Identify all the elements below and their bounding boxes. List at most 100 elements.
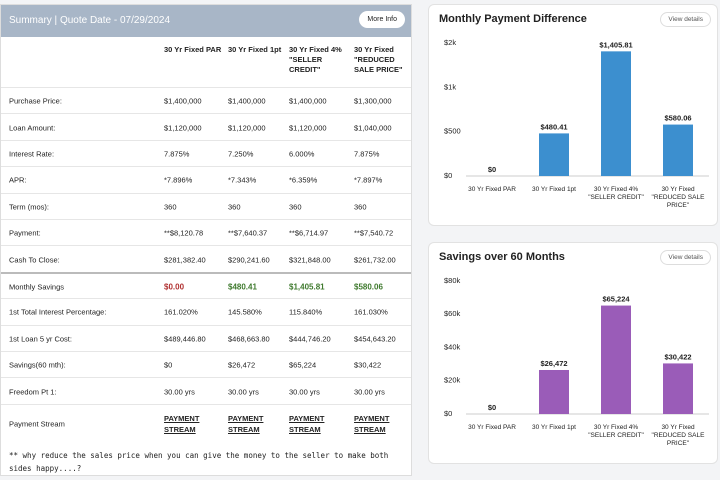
cell: $468,663.80 <box>228 334 270 344</box>
table-row: Term (mos): 360 360 360 360 <box>1 192 411 220</box>
cell: $1,400,000 <box>164 96 202 106</box>
cell: $1,400,000 <box>228 96 266 106</box>
y-tick-label: $60k <box>444 309 461 318</box>
x-tick-label: 30 Yr Fixed 4% "SELLER CREDIT" <box>588 186 644 201</box>
row-label: Savings(60 mth): <box>9 360 66 370</box>
cell: $1,120,000 <box>289 123 327 133</box>
row-label: Payment: <box>9 228 41 238</box>
row-label: Purchase Price: <box>9 96 62 106</box>
cell: 30.00 yrs <box>164 387 195 397</box>
cell: 6.000% <box>289 149 315 159</box>
view-details-button[interactable]: View details <box>660 12 711 27</box>
cell: 161.030% <box>354 307 388 317</box>
cell: $580.06 <box>354 282 383 292</box>
chart: $0 $500 $1k $2k $0 $480.41 $1,405.81 $580.06 <box>444 38 709 180</box>
bar <box>663 124 693 176</box>
cell: $321,848.00 <box>289 255 331 265</box>
chart-card: $0 $500 $1k $2k $0 $480.41 $1,405.81 $580.06 Mo… <box>428 4 718 226</box>
cell: *7.897% <box>354 175 383 185</box>
cell: $444,746.20 <box>289 334 331 344</box>
row-label: Term (mos): <box>9 202 49 212</box>
table-row: 1st Total Interest Percentage: 161.020% 14… <box>1 298 411 325</box>
cell: $30,422 <box>354 360 382 370</box>
value-label: $580.06 <box>664 114 691 123</box>
value-label: $480.41 <box>540 122 567 131</box>
cell: **$7,540.72 <box>354 228 394 238</box>
row-label: APR: <box>9 175 27 185</box>
cell: $489,446.80 <box>164 334 206 344</box>
bar <box>663 363 693 414</box>
cell: *7.343% <box>228 175 257 185</box>
cell: *6.359% <box>289 175 318 185</box>
payment-stream-link[interactable]: PAYMENT STREAM <box>164 413 200 434</box>
cell: $26,472 <box>228 360 256 370</box>
row-label: Interest Rate: <box>9 149 55 159</box>
y-tick-label: $0 <box>444 171 452 180</box>
x-tick-label: 30 Yr Fixed 4% "SELLER CREDIT" <box>588 424 644 439</box>
cell: $480.41 <box>228 282 257 292</box>
cell: 7.875% <box>354 149 380 159</box>
chart-card: $0 $20k $40k $60k $80k $0 $26,472 $65,224 $30,42… <box>428 242 718 464</box>
cell: 161.020% <box>164 307 198 317</box>
row-label: 1st Loan 5 yr Cost: <box>9 334 72 344</box>
bar <box>601 51 631 176</box>
chart: $0 $20k $40k $60k $80k $0 $26,472 $65,224 $30,42… <box>444 276 709 418</box>
note: ** why reduce the sales price when you c… <box>9 451 389 473</box>
cell: $1,400,000 <box>289 96 327 106</box>
cell: $281,382.40 <box>164 255 206 265</box>
value-label: $0 <box>488 165 496 174</box>
view-details-button[interactable]: View details <box>660 250 711 265</box>
y-tick-label: $2k <box>444 38 456 47</box>
y-tick-label: $20k <box>444 376 461 385</box>
table-row: Freedom Pt 1: 30.00 yrs 30.00 yrs 30.00 yrs… <box>1 377 411 404</box>
summary-title: Summary | Quote Date - 07/29/2024 <box>9 15 171 26</box>
more-info-button[interactable]: More Info <box>359 11 405 28</box>
table-row: Savings(60 mth): $0 $26,472 $65,224 $30,422 <box>1 351 411 378</box>
value-label: $26,472 <box>540 359 567 368</box>
y-tick-label: $0 <box>444 409 452 418</box>
bar <box>601 305 631 414</box>
payment-stream-link[interactable]: PAYMENT STREAM <box>289 413 325 434</box>
cell: $1,040,000 <box>354 123 392 133</box>
cell: $0.00 <box>164 282 185 292</box>
table-row: Monthly Savings $0.00 $480.41 $1,405.81 $580… <box>1 271 411 300</box>
column-header: 30 Yr Fixed PAR <box>164 45 222 54</box>
bar <box>539 133 569 176</box>
cell: 7.250% <box>228 149 254 159</box>
cell: 30.00 yrs <box>289 387 320 397</box>
cell: **$7,640.37 <box>228 228 268 238</box>
table-row: APR: *7.896% *7.343% *6.359% *7.897% <box>1 166 411 193</box>
column-header: 30 Yr Fixed 1pt <box>228 45 282 54</box>
cell: $1,120,000 <box>164 123 202 133</box>
x-tick-label: 30 Yr Fixed PAR <box>468 424 516 431</box>
chart-title: Savings over 60 Months <box>439 251 565 263</box>
cell: *7.896% <box>164 175 193 185</box>
row-label: Freedom Pt 1: <box>9 387 57 397</box>
cell: 360 <box>289 202 302 212</box>
x-tick-label: 30 Yr Fixed PAR <box>468 186 516 193</box>
table-row: Payment Stream PAYMENT STREAM PAYMENT STRE… <box>1 403 411 443</box>
cell: 30.00 yrs <box>228 387 259 397</box>
payment-stream-link[interactable]: PAYMENT STREAM <box>354 413 390 434</box>
cell: $261,732.00 <box>354 255 396 265</box>
bar <box>539 369 569 414</box>
row-label: Loan Amount: <box>9 123 56 133</box>
x-tick-label: 30 Yr Fixed 1pt <box>532 186 576 193</box>
payment-stream-link[interactable]: PAYMENT STREAM <box>228 413 264 434</box>
value-label: $65,224 <box>602 295 630 304</box>
x-tick-label: 30 Yr Fixed "REDUCED SALE PRICE" <box>651 424 705 447</box>
cell: **$8,120.78 <box>164 228 204 238</box>
column-header: 30 Yr Fixed 4% "SELLER CREDIT" <box>289 45 342 74</box>
y-tick-label: $1k <box>444 82 456 91</box>
cell: 30.00 yrs <box>354 387 385 397</box>
table-row: 1st Loan 5 yr Cost: $489,446.80 $468,663.8… <box>1 324 411 352</box>
cell: $290,241.60 <box>228 255 270 265</box>
table-row: Loan Amount: $1,120,000 $1,120,000 $1,120,0… <box>1 113 411 140</box>
summary-header: Summary | Quote Date - 07/29/2024 More I… <box>1 5 411 37</box>
table-row: Interest Rate: 7.875% 7.250% 6.000% 7.875% <box>1 139 411 167</box>
cell: 360 <box>228 202 241 212</box>
chart-title: Monthly Payment Difference <box>439 13 587 25</box>
y-tick-label: $40k <box>444 342 461 351</box>
cell: $1,300,000 <box>354 96 392 106</box>
table-row: Purchase Price: $1,400,000 $1,400,000 $1,40… <box>1 87 411 114</box>
